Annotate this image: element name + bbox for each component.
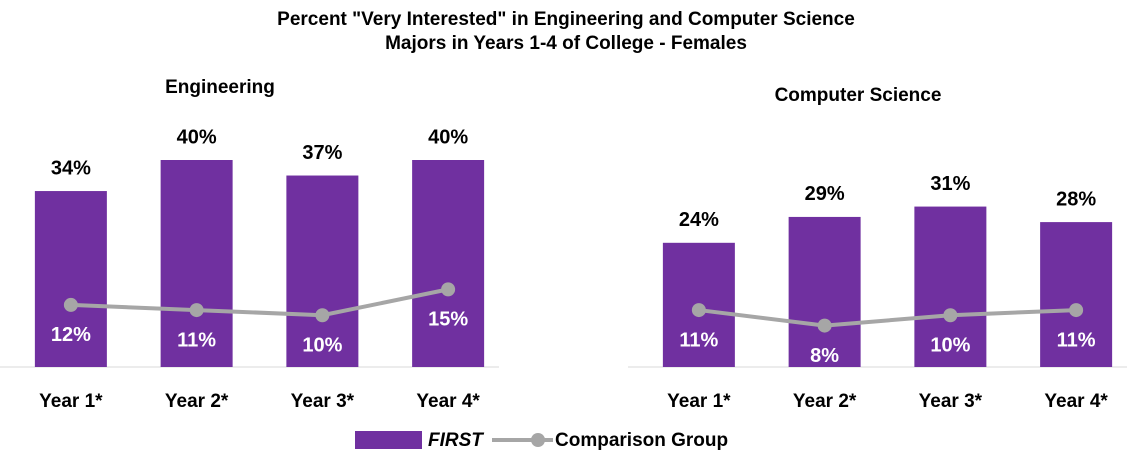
line-point: [817, 318, 832, 333]
bar: [788, 216, 861, 367]
line: [698, 308, 1077, 328]
line-point: [943, 308, 958, 323]
line-point: [441, 282, 456, 297]
data-label: 12%: [51, 324, 91, 346]
x-tick-label: Year 2*: [793, 391, 857, 412]
x-tick-label: Year 4*: [416, 391, 480, 412]
legend-label: FIRST: [428, 430, 484, 451]
x-tick-label: Year 1*: [667, 391, 731, 412]
data-label: 34%: [51, 157, 91, 179]
chart-title: Majors in Years 1-4 of College - Females: [385, 33, 747, 54]
x-tick-label: Year 1*: [39, 391, 103, 412]
x-tick-label: Year 3*: [291, 391, 355, 412]
line-point: [63, 297, 78, 312]
data-label: 29%: [805, 183, 845, 205]
data-label: 8%: [810, 345, 839, 367]
line-point: [691, 303, 706, 318]
legend-swatch: [355, 431, 422, 449]
legend-swatch: [531, 433, 545, 447]
data-label: 11%: [1057, 329, 1096, 351]
subplot-title: Computer Science: [775, 85, 942, 106]
chart-title: Percent "Very Interested" in Engineering…: [277, 9, 855, 30]
data-label: 11%: [679, 329, 718, 351]
subplot-title: Engineering: [165, 77, 275, 98]
data-label: 10%: [302, 335, 342, 357]
x-tick-label: Year 2*: [165, 391, 229, 412]
data-label: 40%: [177, 126, 217, 148]
line-point: [189, 303, 204, 318]
bar: [412, 160, 485, 367]
bar: [914, 206, 987, 367]
data-label: 15%: [428, 309, 468, 331]
bar: [34, 191, 107, 367]
data-label: 24%: [679, 209, 719, 231]
bar: [160, 160, 233, 367]
line-point: [1069, 303, 1084, 318]
legend-label: Comparison Group: [555, 430, 728, 451]
line: [70, 287, 449, 318]
bar: [1040, 222, 1113, 367]
x-tick-label: Year 4*: [1044, 391, 1108, 412]
data-label: 28%: [1056, 188, 1096, 210]
line-point: [315, 308, 330, 323]
x-tick-label: Year 3*: [919, 391, 983, 412]
data-label: 40%: [428, 126, 468, 148]
data-label: 31%: [930, 173, 970, 195]
bar: [286, 175, 359, 367]
data-label: 10%: [930, 335, 970, 357]
data-label: 11%: [177, 329, 216, 351]
data-label: 37%: [302, 142, 342, 164]
